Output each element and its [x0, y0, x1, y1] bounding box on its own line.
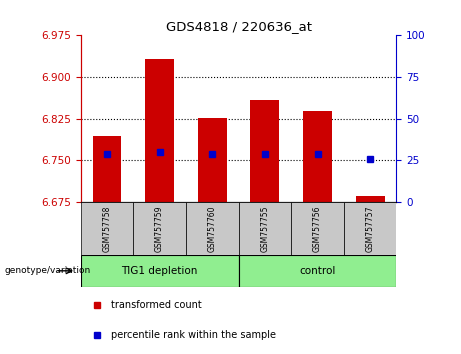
- Bar: [198, 118, 227, 202]
- Text: TIG1 depletion: TIG1 depletion: [121, 266, 198, 276]
- Bar: [356, 196, 384, 202]
- Title: GDS4818 / 220636_at: GDS4818 / 220636_at: [165, 20, 312, 33]
- Bar: [145, 59, 174, 202]
- Text: percentile rank within the sample: percentile rank within the sample: [111, 330, 276, 339]
- Text: GSM757759: GSM757759: [155, 205, 164, 252]
- Bar: [186, 202, 239, 255]
- Text: GSM757756: GSM757756: [313, 205, 322, 252]
- Bar: [133, 202, 186, 255]
- Text: GSM757760: GSM757760: [208, 205, 217, 252]
- Text: GSM757757: GSM757757: [366, 205, 375, 252]
- Bar: [239, 255, 396, 287]
- Text: GSM757758: GSM757758: [102, 205, 112, 252]
- Bar: [291, 202, 344, 255]
- Bar: [81, 255, 239, 287]
- Bar: [250, 100, 279, 202]
- Bar: [344, 202, 396, 255]
- Bar: [239, 202, 291, 255]
- Bar: [81, 202, 133, 255]
- Bar: [93, 136, 121, 202]
- Bar: [303, 112, 332, 202]
- Text: control: control: [299, 266, 336, 276]
- Text: genotype/variation: genotype/variation: [5, 266, 91, 275]
- Text: GSM757755: GSM757755: [260, 205, 269, 252]
- Text: transformed count: transformed count: [111, 299, 201, 310]
